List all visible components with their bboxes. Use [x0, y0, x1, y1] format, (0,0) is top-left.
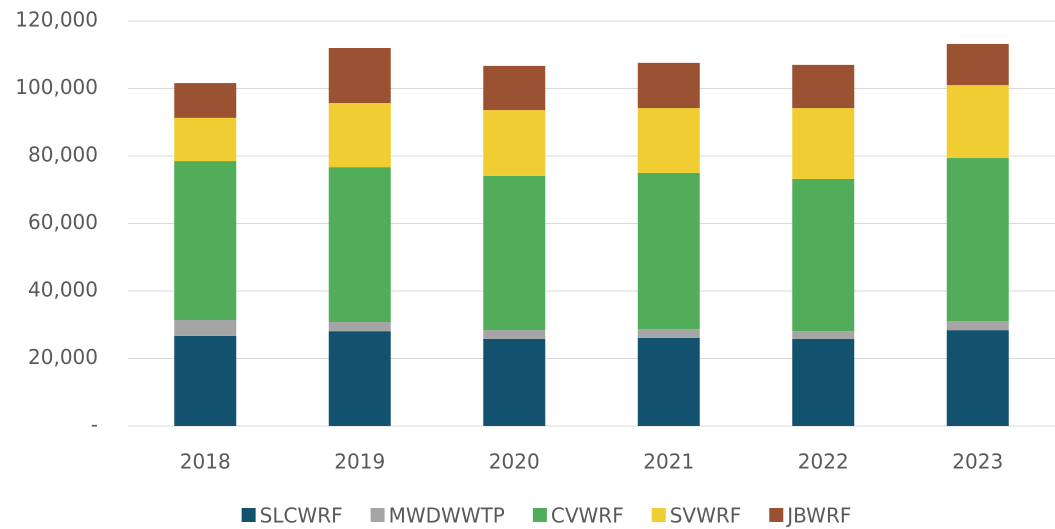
legend-swatch: [241, 508, 256, 522]
bar-segment: [174, 161, 237, 321]
legend-label: CVWRF: [551, 504, 624, 528]
bar-segment: [483, 338, 546, 426]
legend-label: MWDWWTP: [389, 504, 505, 528]
bar-segment: [946, 321, 1009, 331]
bar-segment: [637, 108, 700, 173]
bar-segment: [328, 322, 391, 332]
bar-segment: [946, 43, 1009, 86]
legend-swatch: [370, 508, 385, 522]
x-tick-label: 2023: [952, 450, 1003, 474]
bar-segment: [328, 103, 391, 168]
bar-segment: [174, 117, 237, 162]
bar-segment: [946, 158, 1009, 322]
x-tick-label: 2018: [180, 450, 231, 474]
y-tick-label: 20,000: [28, 345, 98, 369]
bar-segment: [328, 167, 391, 323]
y-tick-label: 120,000: [15, 8, 98, 32]
y-tick-label: 100,000: [15, 75, 98, 99]
bar-segment: [792, 338, 855, 426]
bar-segment: [637, 337, 700, 426]
bar-segment: [328, 331, 391, 426]
bar-segment: [174, 320, 237, 336]
bar-segment: [946, 330, 1009, 426]
bar-segment: [792, 331, 855, 339]
bar-segment: [328, 48, 391, 104]
bar-segment: [792, 64, 855, 109]
bar-segment: [637, 62, 700, 109]
y-tick-label: 80,000: [28, 143, 98, 167]
x-tick-label: 2020: [489, 450, 540, 474]
legend-swatch: [769, 508, 784, 522]
bar-segment: [637, 172, 700, 330]
legend-label: JBWRF: [785, 504, 851, 528]
bar-segment: [483, 330, 546, 339]
bar-segment: [483, 65, 546, 111]
y-tick-label: 60,000: [28, 210, 98, 234]
legend-label: SVWRF: [670, 504, 742, 528]
legend-swatch: [532, 508, 547, 522]
legend-label: SLCWRF: [260, 504, 343, 528]
bar-segment: [483, 175, 546, 331]
y-tick-label: 40,000: [28, 278, 98, 302]
bar-segment: [483, 110, 546, 176]
bar-segment: [946, 85, 1009, 159]
bar-segment: [637, 329, 700, 338]
bar-segment: [174, 83, 237, 118]
x-tick-label: 2019: [334, 450, 385, 474]
bar-segment: [792, 108, 855, 179]
x-tick-label: 2021: [643, 450, 694, 474]
x-tick-label: 2022: [798, 450, 849, 474]
legend-swatch: [651, 508, 666, 522]
y-tick-label: -: [91, 413, 98, 437]
bar-segment: [174, 335, 237, 426]
bar-segment: [792, 178, 855, 332]
